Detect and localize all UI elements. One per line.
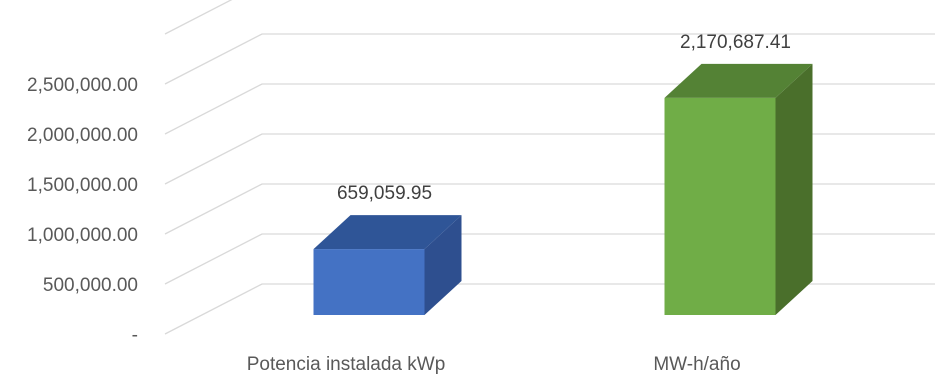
y-axis-tick-labels: - 500,000.00 1,000,000.00 1,500,000.00 2,000… [27, 75, 138, 346]
x-axis-category-labels: Potencia instalada kWp MW-h/año [247, 354, 741, 375]
gridline [164, 283, 935, 335]
y-tick-label: - [132, 325, 138, 346]
gridline [164, 183, 935, 235]
bar-side-face [775, 63, 813, 315]
bar-2 [664, 63, 813, 315]
bars [313, 63, 813, 315]
gridline [164, 133, 935, 185]
y-tick-label: 1,500,000.00 [27, 175, 138, 196]
data-label-1: 659,059.95 [337, 183, 432, 204]
category-label-2: MW-h/año [653, 354, 740, 375]
y-tick-label: 1,000,000.00 [27, 225, 138, 246]
gridline [164, 83, 935, 135]
y-tick-label: 2,000,000.00 [27, 125, 138, 146]
gridline [164, 233, 935, 285]
data-labels: 659,059.95 2,170,687.41 [337, 32, 791, 204]
bar-front-face [664, 97, 776, 315]
category-label-1: Potencia instalada kWp [247, 354, 446, 375]
bar-top-face [313, 215, 462, 250]
y-tick-label: 2,500,000.00 [27, 75, 138, 96]
bar-side-face [424, 215, 462, 315]
gridline [164, 0, 233, 35]
data-label-2: 2,170,687.41 [680, 32, 791, 53]
gridline [164, 33, 935, 85]
bar-front-face [313, 249, 425, 315]
gridlines [164, 0, 935, 335]
bar-1 [313, 215, 462, 315]
bar-top-face [664, 63, 813, 98]
y-tick-label: 500,000.00 [43, 275, 138, 296]
